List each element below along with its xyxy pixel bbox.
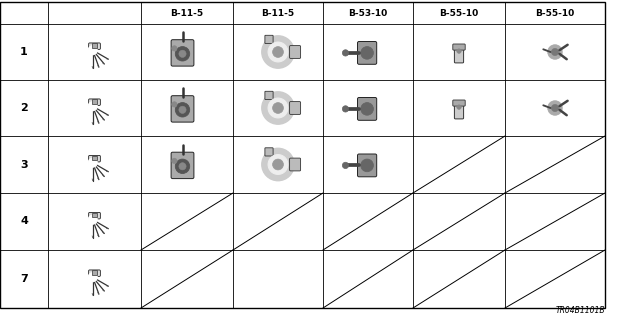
Circle shape xyxy=(262,148,294,181)
Text: B-55-10: B-55-10 xyxy=(536,9,575,18)
Bar xyxy=(92,212,97,217)
FancyBboxPatch shape xyxy=(358,154,377,177)
Circle shape xyxy=(172,158,177,164)
Text: 7: 7 xyxy=(20,274,28,284)
FancyBboxPatch shape xyxy=(454,46,463,63)
FancyBboxPatch shape xyxy=(265,35,273,44)
Circle shape xyxy=(361,103,373,115)
FancyBboxPatch shape xyxy=(358,98,377,120)
Circle shape xyxy=(361,47,373,59)
Circle shape xyxy=(457,49,461,53)
Bar xyxy=(92,270,97,275)
FancyBboxPatch shape xyxy=(88,212,100,219)
Circle shape xyxy=(361,159,373,172)
Text: B-11-5: B-11-5 xyxy=(261,9,294,18)
Circle shape xyxy=(179,106,186,113)
FancyBboxPatch shape xyxy=(265,148,273,156)
FancyBboxPatch shape xyxy=(453,44,465,50)
Circle shape xyxy=(175,159,189,173)
Text: B-11-5: B-11-5 xyxy=(170,9,204,18)
Circle shape xyxy=(172,102,177,107)
Circle shape xyxy=(88,158,97,167)
FancyBboxPatch shape xyxy=(88,270,100,276)
Circle shape xyxy=(268,155,288,174)
Circle shape xyxy=(268,98,288,118)
Circle shape xyxy=(268,42,288,62)
Text: 2: 2 xyxy=(20,103,28,113)
Circle shape xyxy=(262,36,294,68)
FancyBboxPatch shape xyxy=(171,40,194,66)
Circle shape xyxy=(179,163,186,170)
Circle shape xyxy=(548,45,562,59)
Circle shape xyxy=(175,47,189,61)
FancyBboxPatch shape xyxy=(265,91,273,100)
FancyBboxPatch shape xyxy=(88,43,100,49)
Text: TR04B1101B: TR04B1101B xyxy=(556,306,605,315)
Circle shape xyxy=(88,102,97,111)
Circle shape xyxy=(342,50,349,56)
FancyBboxPatch shape xyxy=(171,96,194,122)
Text: 1: 1 xyxy=(20,47,28,57)
Circle shape xyxy=(172,46,177,51)
FancyBboxPatch shape xyxy=(88,99,100,105)
FancyBboxPatch shape xyxy=(290,45,301,58)
Circle shape xyxy=(342,106,349,112)
FancyBboxPatch shape xyxy=(88,156,100,162)
Circle shape xyxy=(548,101,562,115)
Circle shape xyxy=(552,48,559,56)
FancyBboxPatch shape xyxy=(454,102,463,119)
Circle shape xyxy=(175,103,189,117)
FancyBboxPatch shape xyxy=(171,152,194,179)
Bar xyxy=(92,156,97,160)
Text: B-55-10: B-55-10 xyxy=(440,9,479,18)
Circle shape xyxy=(273,159,284,170)
Circle shape xyxy=(88,273,97,282)
Circle shape xyxy=(273,47,284,57)
Bar xyxy=(92,43,97,47)
Circle shape xyxy=(88,215,97,224)
Circle shape xyxy=(552,104,559,112)
Circle shape xyxy=(457,105,461,109)
Text: 4: 4 xyxy=(20,217,28,227)
Text: B-53-10: B-53-10 xyxy=(348,9,388,18)
Bar xyxy=(92,99,97,103)
FancyBboxPatch shape xyxy=(290,158,301,171)
Circle shape xyxy=(273,103,284,113)
Circle shape xyxy=(262,92,294,124)
FancyBboxPatch shape xyxy=(290,101,301,114)
Circle shape xyxy=(342,162,349,169)
Text: 3: 3 xyxy=(20,159,28,170)
Circle shape xyxy=(88,46,97,55)
FancyBboxPatch shape xyxy=(453,100,465,106)
FancyBboxPatch shape xyxy=(358,42,377,64)
Circle shape xyxy=(179,50,186,57)
